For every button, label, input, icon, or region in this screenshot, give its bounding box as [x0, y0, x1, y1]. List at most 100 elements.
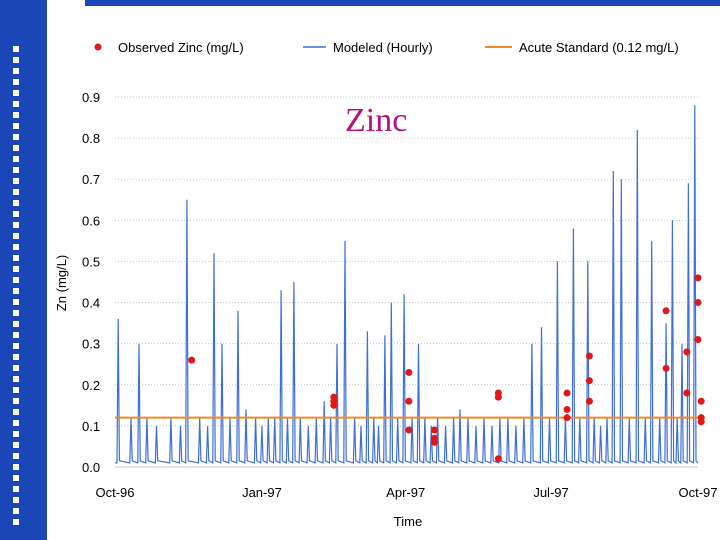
observed-point: [563, 405, 571, 413]
sidebar-square: [13, 409, 19, 415]
sidebar-square: [13, 68, 19, 74]
observed-point: [662, 364, 670, 372]
slide-sidebar: [0, 0, 47, 540]
legend-modeled-label: Modeled (Hourly): [333, 40, 433, 55]
y-axis-label: Zn (mg/L): [54, 255, 69, 311]
y-tick-label: 0.4: [82, 296, 100, 311]
observed-series: [188, 274, 705, 463]
legend-observed-marker: [94, 43, 102, 51]
x-tick-label: Jan-97: [242, 485, 282, 500]
observed-point: [694, 299, 702, 307]
sidebar-square: [13, 365, 19, 371]
slide-top-bar: [85, 0, 720, 6]
y-tick-label: 0.0: [82, 460, 100, 475]
observed-point: [430, 438, 438, 446]
observed-point: [694, 336, 702, 344]
sidebar-square: [13, 112, 19, 118]
y-tick-label: 0.3: [82, 337, 100, 352]
sidebar-square: [13, 178, 19, 184]
observed-point: [188, 356, 196, 364]
sidebar-square: [13, 299, 19, 305]
sidebar-square: [13, 420, 19, 426]
sidebar-square: [13, 508, 19, 514]
y-tick-label: 0.8: [82, 131, 100, 146]
x-tick-label: Apr-97: [386, 485, 425, 500]
observed-point: [330, 401, 338, 409]
sidebar-square: [13, 310, 19, 316]
y-tick-label: 0.7: [82, 172, 100, 187]
observed-point: [405, 426, 413, 434]
observed-point: [683, 348, 691, 356]
observed-point: [697, 418, 705, 426]
sidebar-square: [13, 376, 19, 382]
sidebar-square: [13, 101, 19, 107]
sidebar-square: [13, 90, 19, 96]
observed-point: [563, 389, 571, 397]
sidebar-square: [13, 156, 19, 162]
modeled-line: [115, 105, 699, 465]
sidebar-square: [13, 486, 19, 492]
y-tick-label: 0.6: [82, 213, 100, 228]
observed-point: [694, 274, 702, 282]
observed-point: [585, 377, 593, 385]
sidebar-square: [13, 57, 19, 63]
sidebar-square: [13, 244, 19, 250]
sidebar-square: [13, 123, 19, 129]
sidebar-square: [13, 442, 19, 448]
sidebar-square: [13, 475, 19, 481]
sidebar-square: [13, 321, 19, 327]
sidebar-square: [13, 167, 19, 173]
sidebar-square: [13, 519, 19, 525]
sidebar-square: [13, 134, 19, 140]
sidebar-square: [13, 343, 19, 349]
chart-title: Zinc: [345, 102, 407, 139]
observed-point: [683, 389, 691, 397]
observed-point: [405, 368, 413, 376]
y-tick-label: 0.9: [82, 90, 100, 105]
sidebar-square: [13, 288, 19, 294]
legend-standard-label: Acute Standard (0.12 mg/L): [519, 40, 679, 55]
observed-point: [430, 426, 438, 434]
sidebar-square: [13, 222, 19, 228]
sidebar-square: [13, 200, 19, 206]
sidebar-square: [13, 354, 19, 360]
sidebar-square: [13, 431, 19, 437]
sidebar-square: [13, 145, 19, 151]
sidebar-square: [13, 497, 19, 503]
sidebar-square: [13, 332, 19, 338]
modeled-series: [115, 105, 699, 465]
sidebar-square: [13, 189, 19, 195]
y-tick-labels: 0.0 0.1 0.2 0.3 0.4 0.5 0.6 0.7 0.8 0.9: [82, 90, 100, 475]
sidebar-square: [13, 398, 19, 404]
sidebar-square: [13, 266, 19, 272]
y-tick-label: 0.5: [82, 254, 100, 269]
legend-observed-label: Observed Zinc (mg/L): [118, 40, 244, 55]
x-axis-label: Time: [394, 514, 422, 529]
sidebar-square: [13, 464, 19, 470]
observed-point: [563, 414, 571, 422]
y-tick-label: 0.1: [82, 419, 100, 434]
gridlines: [115, 96, 698, 427]
sidebar-square: [13, 387, 19, 393]
observed-point: [662, 307, 670, 315]
observed-point: [585, 352, 593, 360]
observed-point: [494, 393, 502, 401]
observed-point: [585, 397, 593, 405]
sidebar-square: [13, 255, 19, 261]
sidebar-square: [13, 453, 19, 459]
sidebar-square: [13, 277, 19, 283]
observed-point: [405, 397, 413, 405]
observed-point: [494, 455, 502, 463]
x-tick-label: Oct-97: [678, 485, 717, 500]
x-tick-labels: Oct-96 Jan-97 Apr-97 Jul-97 Oct-97: [95, 485, 717, 500]
x-tick-label: Oct-96: [95, 485, 134, 500]
x-tick-label: Jul-97: [533, 485, 568, 500]
sidebar-square: [13, 211, 19, 217]
sidebar-square: [13, 46, 19, 52]
sidebar-square: [13, 233, 19, 239]
legend: Observed Zinc (mg/L) Modeled (Hourly) Ac…: [94, 40, 679, 55]
sidebar-square: [13, 79, 19, 85]
y-tick-label: 0.2: [82, 378, 100, 393]
observed-point: [697, 397, 705, 405]
